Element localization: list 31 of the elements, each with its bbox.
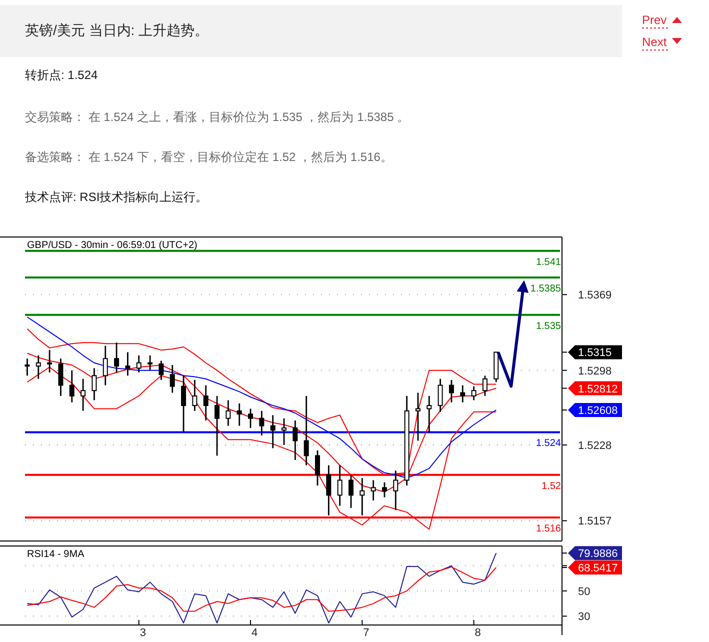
x-tick-label: 7 (363, 627, 370, 639)
ref-line-label: 1.52 (542, 480, 562, 492)
x-tick-label: 8 (474, 627, 481, 639)
x-tick-label: 4 (251, 627, 258, 639)
y-tick-label: 79.9886 (578, 548, 618, 560)
ref-line-label: 1.5385 (530, 284, 562, 295)
chart-title: RSI14 - 9MA (27, 549, 85, 560)
y-tick-label: 1.5315 (578, 347, 612, 360)
text: 技术点评: RSI技术指标向上运行。 (24, 190, 208, 204)
y-tick-label: 1.5228 (578, 440, 612, 452)
text: Prev (642, 13, 667, 27)
y-tick-label: 1.52608 (578, 405, 618, 418)
line-series (26, 566, 497, 612)
text: 转折点: 1.524 (25, 68, 98, 82)
y-tick-label: 30 (578, 611, 590, 624)
x-tick-label: 3 (140, 627, 146, 639)
ref-line-label: 1.524 (536, 438, 562, 450)
ref-line-label: 1.516 (536, 524, 562, 535)
text: 交易策略： 在 1.524 之上，看涨，目标价位为 1.535 ，然后为 1.5385 。 (25, 110, 410, 124)
ref-line-label: 1.535 (536, 320, 562, 332)
y-tick-label: 1.5369 (578, 290, 612, 302)
chart-title: GBP/USD - 30min - 06:59:01 (UTC+2) (27, 240, 198, 251)
ref-line-label: 1.541 (536, 256, 562, 268)
y-tick-label: 1.52812 (578, 383, 618, 396)
text: 备选策略： 在 1.524 下，看空，目标价位定在 1.52 ，然后为 1.516。 (25, 150, 392, 164)
y-tick-label: 1.5298 (578, 365, 612, 378)
text: 英镑/美元 当日内: 上升趋势。 (25, 22, 209, 38)
text: Next (642, 35, 668, 49)
y-tick-label: 1.5157 (578, 516, 612, 528)
y-tick-label: 68.5417 (578, 562, 618, 575)
y-tick-label: 50 (578, 586, 590, 598)
